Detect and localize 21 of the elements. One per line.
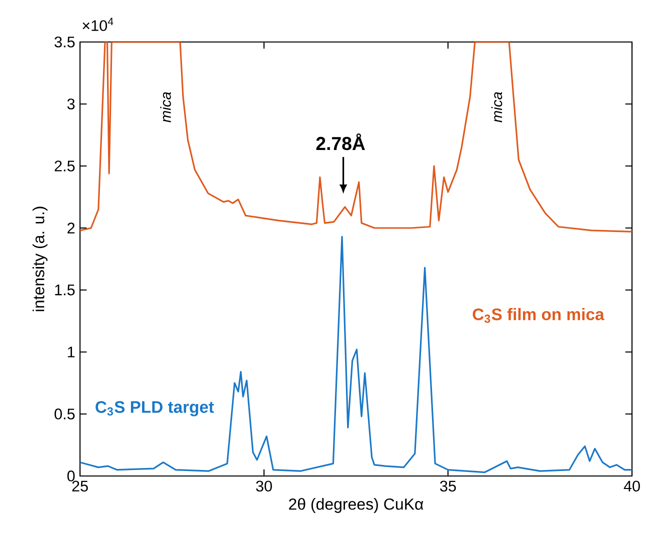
x-axis-title: 2θ (degrees) CuKα <box>289 498 424 513</box>
x-tick-label: 40 <box>624 480 640 492</box>
y-tick-label: 2 <box>68 222 75 234</box>
series-label: C$_{3}$S PLD target <box>96 401 214 416</box>
annotation: mica <box>491 92 502 122</box>
y-tick-label: 0.5 <box>54 408 75 420</box>
annotation: mica <box>160 92 171 122</box>
annotation: 2.78Å <box>316 133 365 150</box>
y-tick-label: 2.5 <box>54 160 75 172</box>
y-tick-label: 1.5 <box>55 284 75 296</box>
y-tick-label: 3.5 <box>54 36 75 48</box>
x-tick-label: 35 <box>440 480 456 492</box>
y-axis-title: intensity (a. u.) <box>32 206 48 312</box>
x-tick-label: 25 <box>72 480 88 492</box>
text: ×10$^{4}$ <box>82 18 114 32</box>
y-tick-label: 3 <box>67 98 75 110</box>
text: C$_{3}$S film on mica <box>472 308 604 323</box>
x-tick-label: 30 <box>256 480 272 492</box>
y-tick-label: 0 <box>67 470 75 482</box>
line-series <box>80 236 632 474</box>
y-tick-label: 1 <box>68 346 75 358</box>
